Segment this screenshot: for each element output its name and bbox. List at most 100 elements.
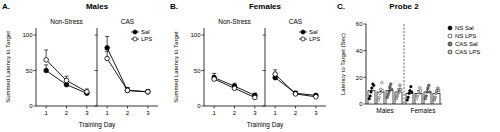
marker xyxy=(85,90,90,95)
point xyxy=(419,89,422,92)
y-tick xyxy=(34,106,37,107)
x-tick xyxy=(234,106,235,109)
point xyxy=(408,92,411,95)
x-tick-label: 2 xyxy=(294,110,298,116)
x-tick xyxy=(86,106,87,109)
x-label: Training Day xyxy=(79,121,116,129)
title: Males xyxy=(86,2,109,11)
point xyxy=(435,92,438,95)
y-label: Summed Latency to Target xyxy=(5,31,11,103)
x-tick-label: 2 xyxy=(65,110,69,116)
point xyxy=(377,99,380,102)
legend-label: LPS xyxy=(141,36,152,42)
point xyxy=(399,88,402,91)
y-axis xyxy=(265,28,266,106)
bar xyxy=(415,93,422,104)
legend-label: LPS xyxy=(309,36,320,42)
x-tick-label: 3 xyxy=(85,110,89,116)
marker xyxy=(125,88,130,93)
x-tick xyxy=(107,106,108,109)
legend-marker xyxy=(133,37,137,41)
series-line xyxy=(107,58,148,91)
x-tick xyxy=(275,106,276,109)
marker xyxy=(232,86,237,91)
point xyxy=(424,97,427,100)
point xyxy=(368,97,371,100)
bar xyxy=(406,93,413,104)
x-tick-label: 2 xyxy=(233,110,237,116)
marker xyxy=(293,91,298,96)
legend-label: CAS Sal xyxy=(455,41,478,47)
marker xyxy=(212,77,217,82)
marker xyxy=(293,92,298,97)
point xyxy=(379,92,382,95)
legend-label: CAS LPS xyxy=(455,49,480,55)
y-tick-label: 0 xyxy=(197,103,201,109)
title: Females xyxy=(249,2,282,11)
legend-marker xyxy=(448,42,452,46)
x-tick xyxy=(315,106,316,109)
point xyxy=(428,84,431,87)
point xyxy=(417,93,420,96)
panel-label: C. xyxy=(337,2,345,11)
x-tick-label: Males xyxy=(376,107,394,114)
point xyxy=(396,95,399,98)
marker xyxy=(273,72,278,77)
plot-area xyxy=(105,37,150,95)
point xyxy=(399,84,402,87)
y-tick xyxy=(364,77,367,78)
x-tick-label: 1 xyxy=(44,110,48,116)
y-tick-label: 40 xyxy=(356,48,363,54)
x-tick-label: 1 xyxy=(273,110,277,116)
point xyxy=(428,91,431,94)
y-tick xyxy=(263,35,266,36)
marker xyxy=(105,56,110,61)
x-tick xyxy=(254,106,255,109)
legend-marker xyxy=(448,50,452,54)
point xyxy=(410,85,413,88)
subtitle: Non-Stress xyxy=(218,18,251,25)
x-tick-label: 2 xyxy=(126,110,130,116)
panel-label: B. xyxy=(170,2,178,11)
point xyxy=(378,96,381,99)
marker xyxy=(125,88,130,93)
y-tick xyxy=(34,70,37,71)
plot-area xyxy=(44,50,89,96)
plot-area xyxy=(212,73,257,99)
point xyxy=(425,95,428,98)
marker xyxy=(314,94,319,99)
legend-label: Sal xyxy=(309,29,318,35)
point xyxy=(381,89,384,92)
series-line xyxy=(275,74,316,97)
marker xyxy=(44,68,49,73)
y-axis xyxy=(204,28,205,106)
point xyxy=(395,97,398,100)
plot-area xyxy=(273,70,318,99)
y-tick-label: 50 xyxy=(26,68,33,74)
x-tick-label: Females xyxy=(411,107,437,114)
y-tick xyxy=(34,35,37,36)
legend-label: Sal xyxy=(141,29,150,35)
legend-label: NS Sal xyxy=(455,25,474,31)
point xyxy=(419,87,422,90)
y-tick xyxy=(364,50,367,51)
marker xyxy=(44,58,49,63)
point xyxy=(390,88,393,91)
x-label: Training Day xyxy=(247,121,284,129)
plot-area xyxy=(368,81,440,104)
x-tick-label: 1 xyxy=(212,110,216,116)
series-line xyxy=(214,79,255,97)
point xyxy=(388,91,391,94)
y-label: Latency to Target (Sec) xyxy=(340,33,346,95)
series-line xyxy=(214,78,255,96)
y-tick xyxy=(95,70,98,71)
point xyxy=(370,91,373,94)
y-tick-label: 100 xyxy=(22,32,33,38)
y-tick xyxy=(95,106,98,107)
panel-label: A. xyxy=(2,2,10,11)
y-axis xyxy=(97,28,98,106)
point xyxy=(410,91,413,94)
point xyxy=(426,91,429,94)
separator xyxy=(404,24,405,104)
y-tick-label: 100 xyxy=(190,32,201,38)
